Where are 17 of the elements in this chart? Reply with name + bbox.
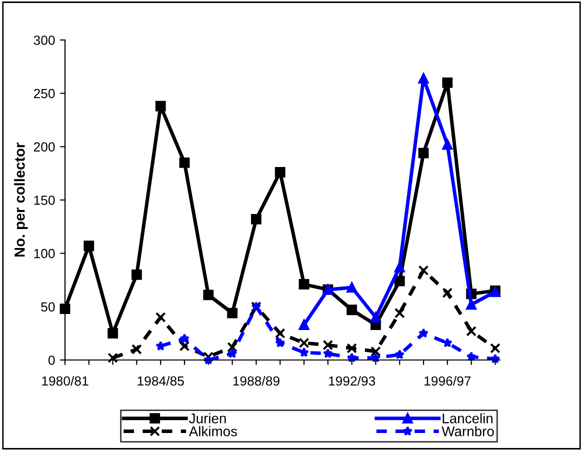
x-tick-label: 1992/93 [328, 376, 376, 386]
y-tick-label: 100 [34, 248, 55, 258]
legend-label: Warnbro [442, 426, 494, 436]
y-tick-label: 250 [34, 88, 55, 98]
y-tick-label: 300 [34, 36, 55, 45]
x-tick-label: 1996/97 [424, 376, 471, 386]
legend-label: Lancelin [442, 413, 492, 424]
y-axis-title: No. per collector [14, 142, 28, 257]
legend-label: Jurien [189, 413, 226, 424]
y-tick-label: 200 [34, 142, 55, 152]
y-tick-label: 150 [34, 196, 55, 205]
y-tick-label: 50 [41, 302, 55, 312]
x-tick-label: 1988/89 [233, 376, 280, 386]
x-tick-label: 1984/85 [138, 376, 184, 386]
legend-label: Alkimos [188, 426, 237, 436]
y-tick-label: 0 [48, 356, 55, 365]
x-tick-label: 1980/81 [42, 376, 88, 386]
